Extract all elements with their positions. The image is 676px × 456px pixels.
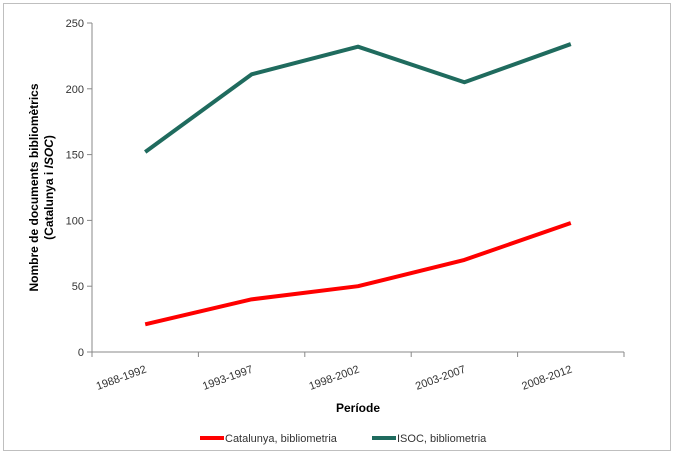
x-tick-label: 1993-1997 [201,364,255,393]
series-line-2 [144,42,572,154]
y-axis-title-line1: Nombre de documents bibliomètrics [27,83,41,291]
y-tick-label: 50 [72,281,84,293]
y-axis-title-line2: (Catalunya i ISOC) [42,135,56,240]
legend: Catalunya, bibliometria ISOC, bibliometri… [200,433,487,445]
series-layer [144,42,572,327]
x-axis-title: Període [336,401,380,415]
legend-label-2: ISOC, bibliometria [397,433,487,445]
x-tick-label: 1998-2002 [307,364,361,393]
y-tick-label: 150 [66,150,84,162]
series-line-1 [144,221,572,327]
y-axis-title: Nombre de documents bibliomètrics (Catal… [27,83,56,291]
x-tick-label: 2003-2007 [414,364,468,393]
y-ticks: 0 50 100 150 200 250 [66,18,92,359]
legend-label-1: Catalunya, bibliometria [225,433,338,445]
x-ticks: 1988-1992 1993-1997 1998-2002 2003-2007 2008… [91,352,625,393]
y-tick-label: 200 [66,84,84,96]
x-tick-label: 1988-1992 [95,364,149,393]
y-axis-title-suffix: ) [42,135,56,139]
y-tick-label: 100 [66,215,84,227]
y-tick-label: 250 [66,18,84,30]
y-tick-label: 0 [78,347,84,359]
y-axis-title-prefix: (Catalunya i [42,168,56,239]
y-axis-title-italic: ISOC [42,139,56,169]
axes [91,23,624,353]
x-tick-label: 2008-2012 [520,364,574,393]
